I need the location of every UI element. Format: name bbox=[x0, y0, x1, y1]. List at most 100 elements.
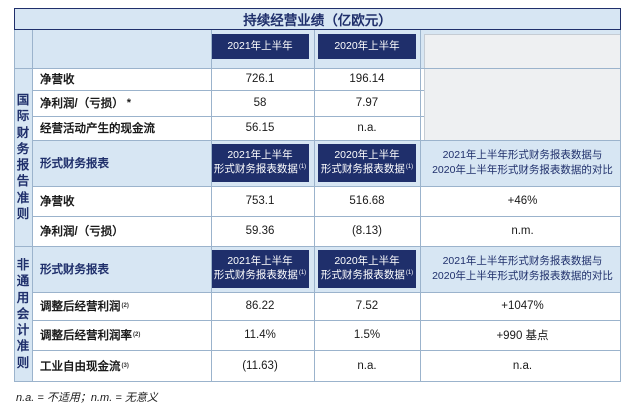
value-comparison: n.a. bbox=[512, 360, 533, 372]
footnote-ref: (1) bbox=[405, 163, 414, 170]
value-2021: 726.1 bbox=[245, 73, 275, 85]
grid-line bbox=[420, 30, 421, 382]
grid-line bbox=[32, 186, 621, 187]
row-label-text: 净利润/（亏损） bbox=[40, 98, 124, 110]
header-line: 2020年上半年形式财务报表数据的对比 bbox=[432, 164, 613, 176]
grid-line bbox=[14, 381, 621, 382]
header-2021: 2021年上半年 bbox=[211, 34, 309, 59]
value-2020: n.a. bbox=[357, 122, 377, 134]
side-char: 财 bbox=[16, 125, 30, 140]
side-char: 准 bbox=[16, 190, 30, 205]
grid-line bbox=[32, 30, 33, 382]
row-label-text: 调整后经营利润 bbox=[40, 301, 121, 313]
value-2020: (8.13) bbox=[351, 225, 383, 237]
side-char: 准 bbox=[16, 339, 30, 354]
header-line: 2021年上半年 bbox=[227, 149, 293, 162]
row-label-industrial-fcf: 工业自由现金流 (3) bbox=[32, 350, 211, 382]
side-char: 通 bbox=[16, 274, 30, 289]
value-2021: (11.63) bbox=[242, 360, 278, 372]
side-label-non-gaap: 非 通 用 会 计 准 则 bbox=[14, 246, 32, 382]
side-char: 用 bbox=[16, 290, 30, 305]
row-label-text: 工业自由现金流 bbox=[40, 361, 121, 373]
grid-line bbox=[32, 292, 621, 293]
header-2020: 2020年上半年 bbox=[318, 34, 416, 59]
value-2020: n.a. bbox=[357, 360, 377, 372]
value-2021: 59.36 bbox=[245, 225, 275, 237]
asterisk-note: * bbox=[126, 97, 131, 109]
results-table: 持续经营业绩（亿欧元） 2021年上半年 2020年上半年 国 际 财 务 报 … bbox=[14, 8, 621, 382]
side-char: 际 bbox=[16, 109, 30, 124]
row-label-adjusted-op-margin: 调整后经营利润率 (2) bbox=[32, 320, 211, 350]
grid-line bbox=[32, 140, 621, 141]
grid-line bbox=[211, 30, 212, 382]
footnote: n.a. = 不适用；n.m. = 无意义 bbox=[16, 392, 158, 404]
header-line: 形式财务报表数据 bbox=[213, 269, 298, 281]
proforma-header-2021: 2021年上半年 形式财务报表数据(1) bbox=[211, 144, 309, 182]
header-line: 形式财务报表数据 bbox=[320, 269, 405, 281]
footnote-ref: (2) bbox=[121, 303, 129, 309]
value-2021: 753.1 bbox=[245, 195, 275, 207]
proforma-label: 形式财务报表 bbox=[40, 158, 109, 170]
footnote-ref: (3) bbox=[121, 363, 129, 369]
row-label: 经营活动产生的现金流 bbox=[40, 123, 155, 135]
row-label: 净营收 bbox=[40, 74, 75, 86]
value-comparison: n.m. bbox=[511, 225, 534, 237]
grid-line bbox=[32, 320, 621, 321]
header-line: 2021年上半年形式财务报表数据与 bbox=[442, 148, 603, 161]
side-char: 则 bbox=[16, 206, 30, 221]
header-line: 2021年上半年形式财务报表数据与 bbox=[442, 254, 603, 267]
value-2020: 196.14 bbox=[349, 73, 385, 85]
header-2021-label: 2021年上半年 bbox=[227, 39, 293, 52]
empty-comparison-box bbox=[424, 34, 621, 148]
header-line: 2020年上半年形式财务报表数据的对比 bbox=[432, 270, 613, 282]
row-label: 净利润/（亏损） bbox=[40, 226, 124, 238]
value-2020: 1.5% bbox=[353, 329, 381, 341]
header-line: 2020年上半年 bbox=[334, 255, 400, 268]
side-char: 报 bbox=[16, 158, 30, 172]
side-char: 则 bbox=[16, 355, 30, 370]
value-2021: 58 bbox=[253, 97, 267, 109]
side-char: 务 bbox=[16, 141, 30, 156]
value-2021: 86.22 bbox=[245, 300, 275, 312]
side-char: 会 bbox=[16, 306, 30, 321]
non-gaap-comparison-header: 2021年上半年形式财务报表数据与 2020年上半年形式财务报表数据的对比 bbox=[424, 248, 621, 290]
side-char: 告 bbox=[16, 174, 30, 189]
value-2020: 7.97 bbox=[355, 97, 379, 109]
header-line: 形式财务报表数据 bbox=[213, 163, 298, 175]
side-label-ifrs: 国 际 财 务 报 告 准 则 bbox=[14, 68, 32, 246]
non-gaap-header-2020: 2020年上半年 形式财务报表数据(1) bbox=[318, 250, 416, 288]
non-gaap-proforma-label: 形式财务报表 bbox=[40, 264, 109, 276]
footnote-ref: (1) bbox=[298, 163, 307, 170]
grid-line bbox=[14, 30, 15, 382]
grid-line bbox=[620, 30, 621, 382]
header-line: 2020年上半年 bbox=[334, 149, 400, 162]
table-title: 持续经营业绩（亿欧元） bbox=[14, 8, 621, 30]
grid-line bbox=[32, 116, 424, 117]
row-label-net-profit: 净利润/（亏损） * bbox=[32, 90, 211, 116]
header-line: 形式财务报表数据 bbox=[320, 163, 405, 175]
footnote-ref: (1) bbox=[298, 269, 307, 276]
row-label-text: 调整后经营利润率 bbox=[40, 330, 132, 342]
side-char: 国 bbox=[16, 93, 30, 107]
non-gaap-header-2021: 2021年上半年 形式财务报表数据(1) bbox=[211, 250, 309, 288]
footnote-ref: (2) bbox=[133, 332, 141, 338]
value-comparison: +1047% bbox=[501, 300, 544, 312]
grid-line bbox=[32, 350, 621, 351]
value-2021: 56.15 bbox=[245, 122, 275, 134]
grid-line bbox=[32, 90, 424, 91]
value-comparison: +46% bbox=[507, 195, 538, 207]
value-2020: 516.68 bbox=[349, 195, 385, 207]
footnote-ref: (1) bbox=[405, 269, 414, 276]
value-comparison: +990 基点 bbox=[496, 330, 549, 342]
proforma-comparison-header: 2021年上半年形式财务报表数据与 2020年上半年形式财务报表数据的对比 bbox=[424, 142, 621, 184]
grid-line bbox=[314, 30, 315, 382]
grid-line bbox=[14, 246, 621, 247]
grid-line bbox=[32, 216, 621, 217]
proforma-header-2020: 2020年上半年 形式财务报表数据(1) bbox=[318, 144, 416, 182]
side-char: 非 bbox=[16, 258, 30, 273]
header-2020-label: 2020年上半年 bbox=[334, 39, 400, 52]
row-label: 净营收 bbox=[40, 196, 75, 208]
grid-line bbox=[14, 68, 621, 69]
side-char: 计 bbox=[16, 323, 30, 338]
value-2021: 11.4% bbox=[244, 329, 276, 341]
